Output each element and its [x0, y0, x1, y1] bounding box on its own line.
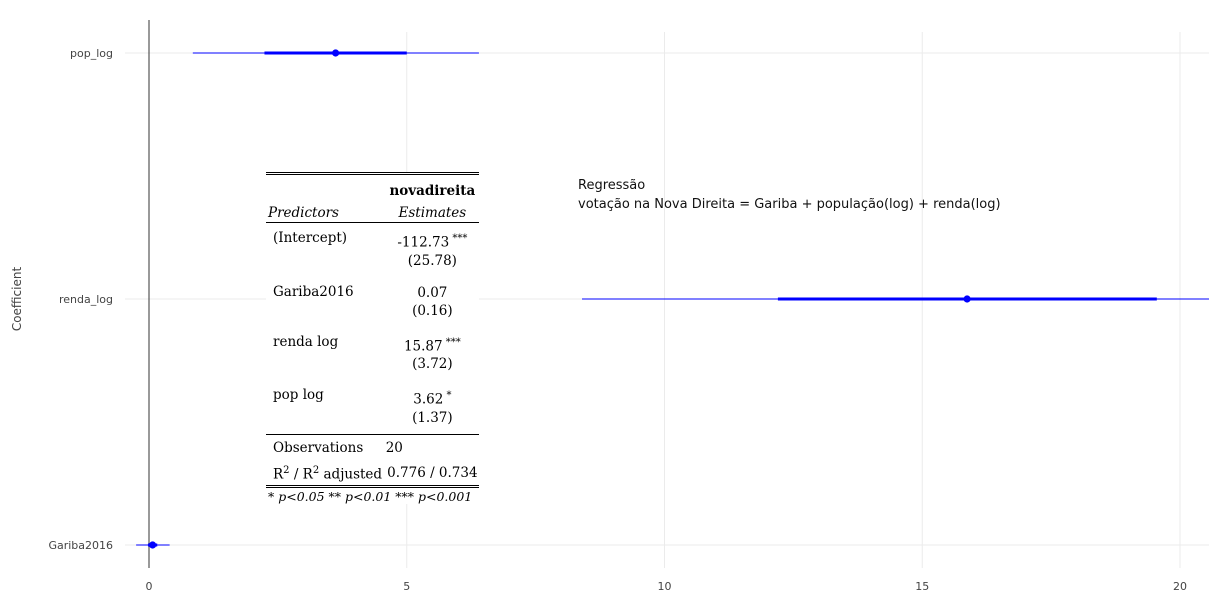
standard-error: (1.37) [412, 409, 453, 426]
coefficient-rows: (Intercept) -112.73 *** (25.78) Gariba2016 0… [266, 223, 479, 435]
y-axis-title: Coefficient [10, 267, 24, 332]
estimate-cell: 3.62 * (1.37) [386, 380, 479, 434]
y-tick-label-renda_log: renda_log [59, 293, 113, 306]
estimate-cell: 15.87 *** (3.72) [386, 327, 479, 381]
estimate-value: -112.73 [397, 234, 450, 251]
estimate-cell: -112.73 *** (25.78) [386, 223, 479, 277]
estimate-point-Gariba2016 [149, 541, 157, 549]
observations-row: Observations 20 [266, 433, 479, 459]
regression-annotation: Regressão votação na Nova Direita = Gari… [578, 176, 1001, 214]
observations-label: Observations [266, 433, 386, 459]
standard-error: (25.78) [407, 252, 457, 269]
predictor-label: renda log [273, 333, 339, 350]
x-tick-label-10: 10 [658, 580, 672, 593]
x-axis-ticks: 0 5 10 15 20 [146, 580, 1188, 593]
estimate-value: 0.07 [417, 284, 448, 301]
estimate-value: 3.62 [413, 391, 444, 408]
y-axis-ticks: pop_log renda_log Gariba2016 [48, 47, 113, 552]
col-predictors: Predictors [266, 205, 386, 223]
table-row: (Intercept) -112.73 *** (25.78) [266, 223, 479, 277]
coefficient-marks [136, 49, 1209, 549]
col-estimates: Estimates [385, 205, 479, 223]
table-row: renda log 15.87 *** (3.72) [266, 327, 479, 381]
footnote-text: * p<0.05 ** p<0.01 *** p<0.001 [266, 485, 479, 504]
table-row: pop log 3.62 * (1.37) [266, 380, 479, 434]
significance-stars: * [443, 390, 452, 401]
r2-label: R2 / R2 adjusted [273, 464, 383, 483]
table-subheader: Predictors Estimates [266, 205, 479, 223]
x-tick-label-5: 5 [403, 580, 410, 593]
regression-table: novadireita Predictors Estimates (Interc… [266, 172, 479, 504]
significance-stars: *** [449, 233, 468, 244]
table-header-model: novadireita [266, 172, 479, 205]
table-footnote: * p<0.05 ** p<0.01 *** p<0.001 [266, 485, 479, 504]
standard-error: (3.72) [412, 356, 453, 372]
annotation-line-2: votação na Nova Direita = Gariba + popul… [578, 197, 1001, 212]
table-row: Gariba2016 0.07 (0.16) [266, 277, 479, 327]
estimate-value: 15.87 [403, 338, 443, 354]
estimate-cell: 0.07 (0.16) [386, 277, 479, 327]
observations-value: 20 [385, 433, 479, 459]
predictor-label: Gariba2016 [273, 283, 354, 300]
estimate-point-pop_log [332, 49, 340, 57]
r2-value: 0.776 / 0.734 [387, 464, 478, 481]
model-name: novadireita [385, 172, 479, 205]
x-tick-label-0: 0 [146, 580, 153, 593]
significance-stars: *** [442, 336, 461, 348]
annotation-line-1: Regressão [578, 178, 646, 193]
standard-error: (0.16) [412, 302, 453, 319]
y-tick-label-Gariba2016: Gariba2016 [48, 539, 113, 552]
r2-row: R2 / R2 adjusted 0.776 / 0.734 [266, 459, 479, 487]
x-tick-label-20: 20 [1173, 580, 1187, 593]
x-tick-label-15: 15 [915, 580, 929, 593]
y-tick-label-pop_log: pop_log [70, 47, 113, 60]
predictor-label: (Intercept) [273, 230, 348, 246]
predictor-label: pop log [273, 387, 324, 403]
estimate-point-renda_log [963, 295, 971, 303]
